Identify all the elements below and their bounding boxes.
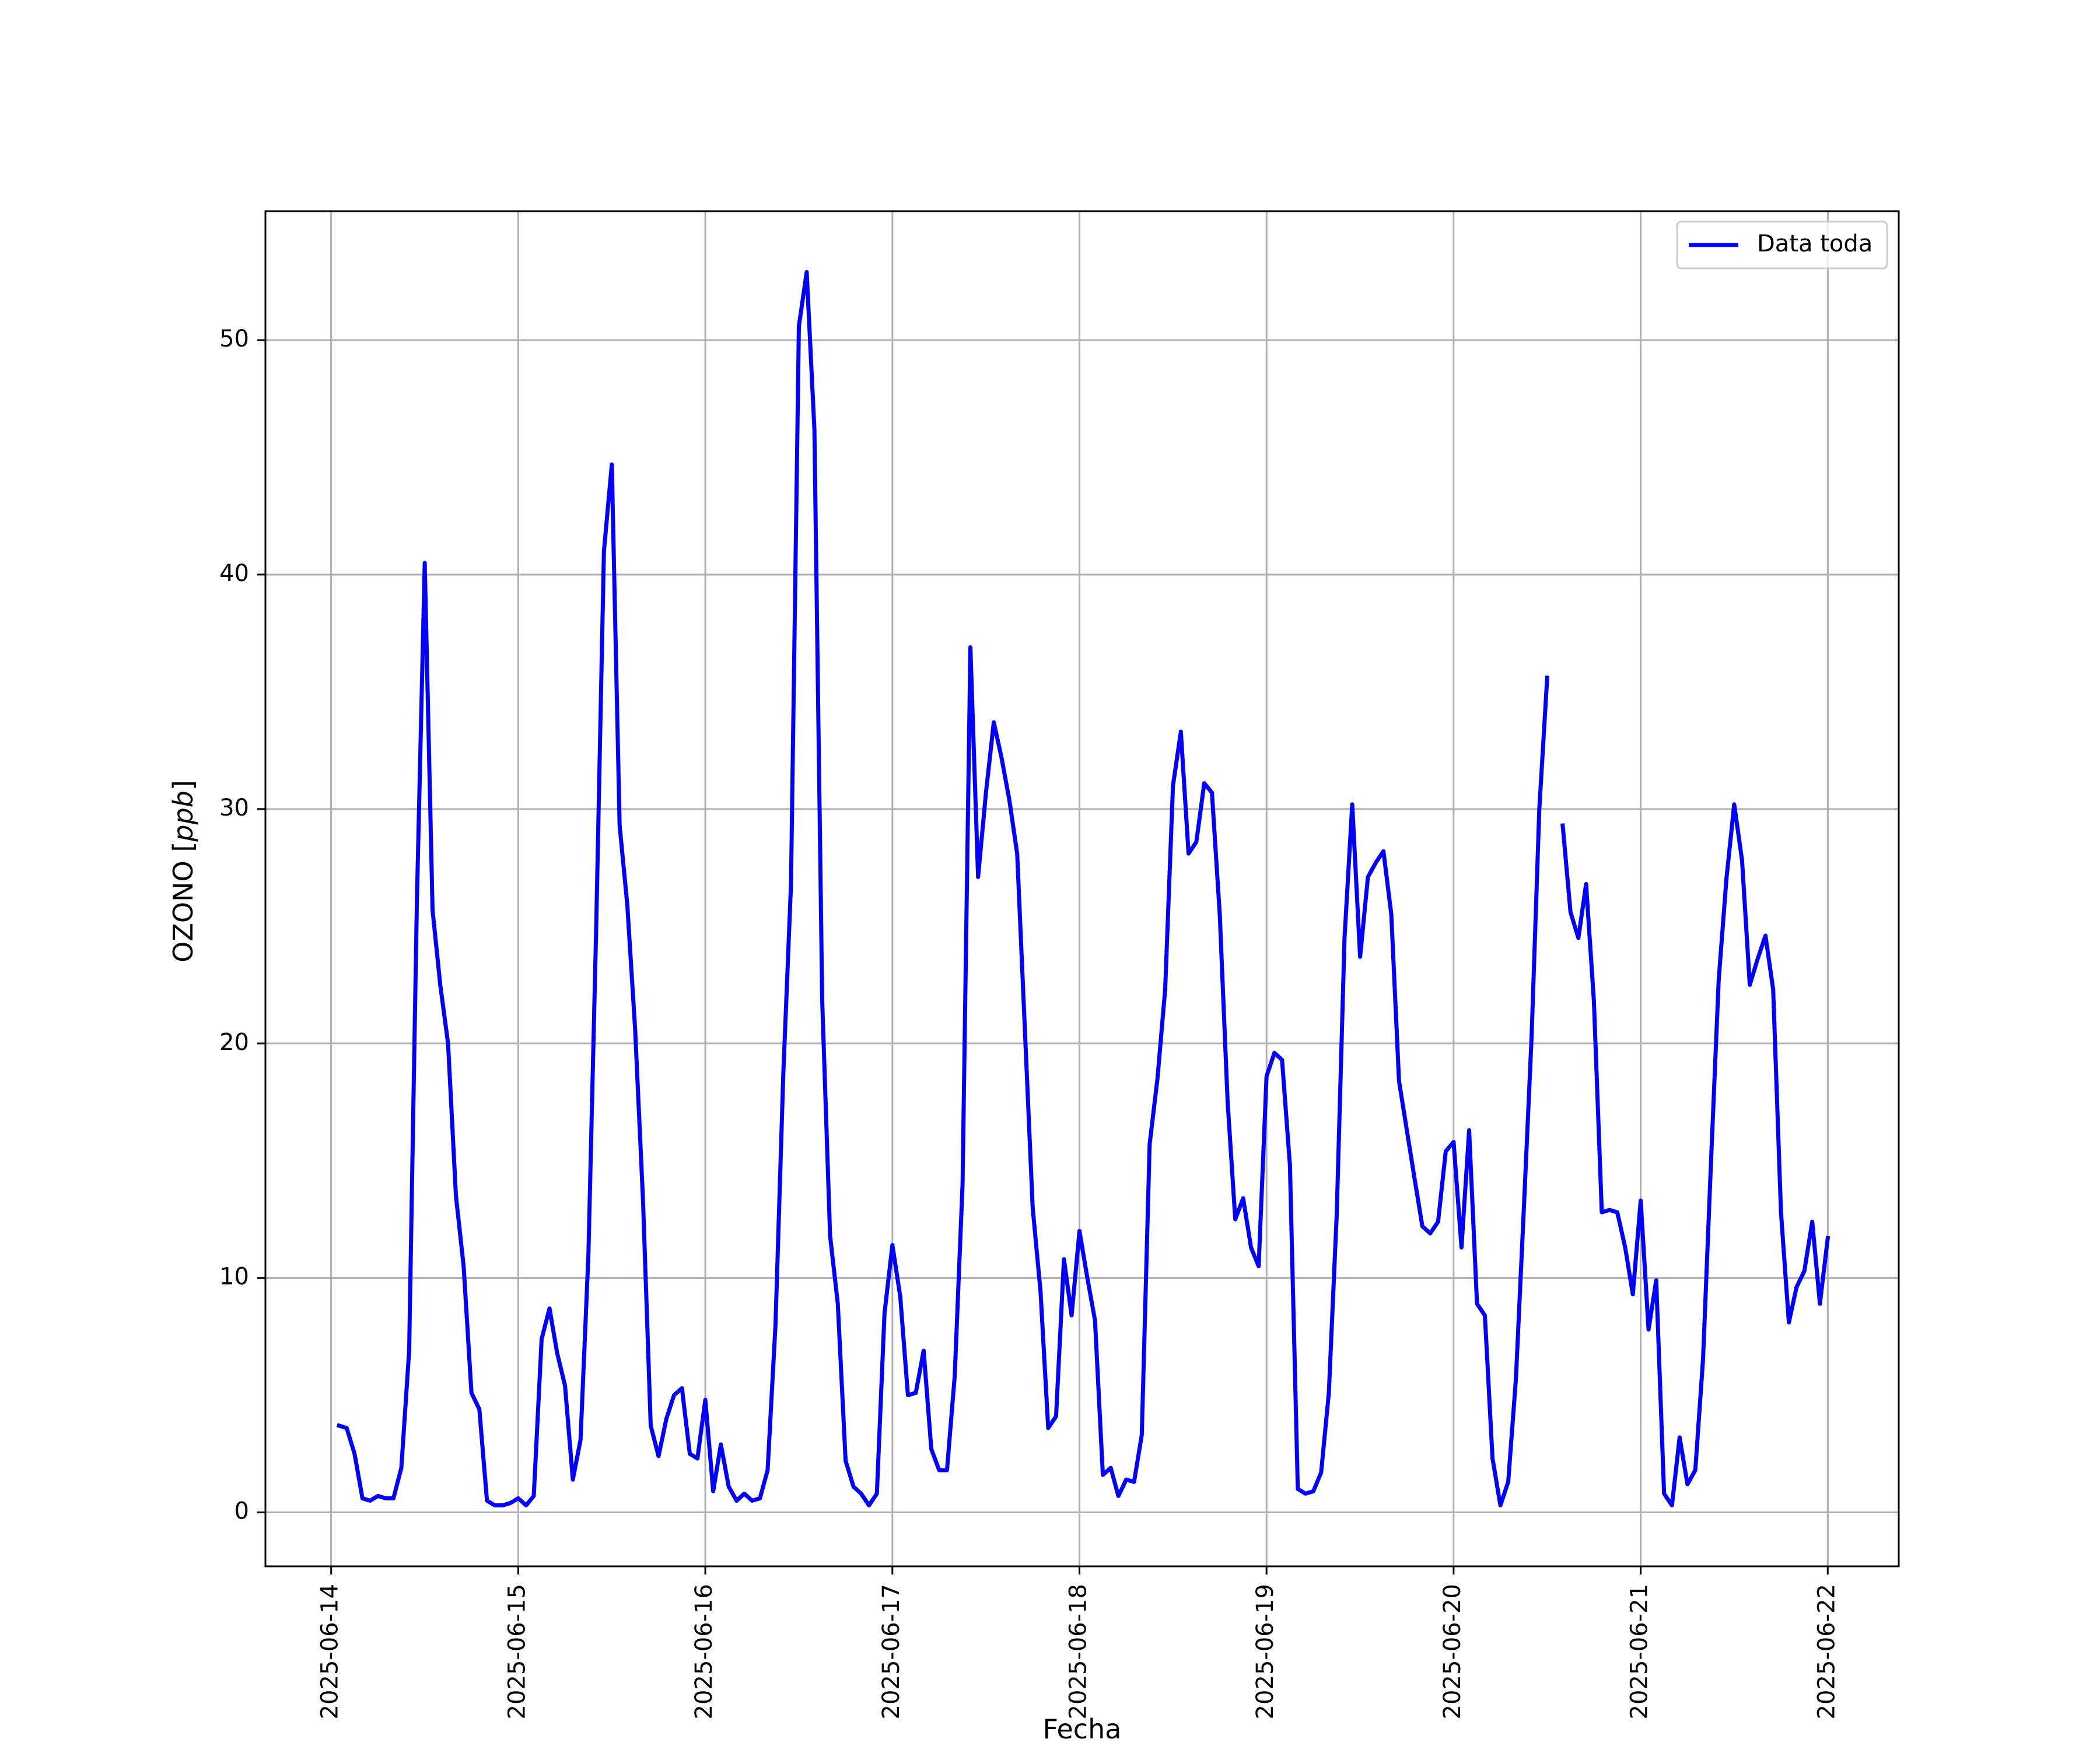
y-tick-label: 20 xyxy=(219,1029,249,1056)
y-axis: 0 10 20 30 40 50 xyxy=(219,326,265,1525)
x-tick-label: 2025-06-19 xyxy=(1252,1584,1279,1719)
series-line-data-toda xyxy=(336,270,1550,1507)
legend-entry-label: Data toda xyxy=(1757,230,1873,257)
x-tick-label: 2025-06-21 xyxy=(1626,1584,1653,1719)
y-tick-label: 50 xyxy=(219,326,249,352)
x-tick-label: 2025-06-14 xyxy=(317,1584,344,1719)
x-axis-label: Fecha xyxy=(1043,1713,1122,1745)
legend-box xyxy=(1676,221,1888,270)
y-axis-label: OZONO [ppb] xyxy=(167,780,199,963)
x-tick-label: 2025-06-18 xyxy=(1065,1584,1092,1719)
grid xyxy=(265,211,1899,1566)
x-tick-label: 2025-06-20 xyxy=(1439,1584,1466,1719)
x-tick-label: 2025-06-22 xyxy=(1813,1584,1840,1719)
y-tick-label: 30 xyxy=(219,795,249,821)
y-axis-label-suffix: ] xyxy=(167,780,199,790)
series-line-data-toda xyxy=(1560,802,1831,1507)
y-axis-label-prefix: OZONO [ xyxy=(167,842,199,963)
legend: Data toda xyxy=(1676,221,1888,270)
y-tick-label: 10 xyxy=(219,1264,249,1290)
y-axis-label-unit: ppb xyxy=(167,790,199,842)
x-tick-label: 2025-06-17 xyxy=(878,1584,905,1719)
x-tick-label: 2025-06-15 xyxy=(503,1584,530,1719)
y-tick-label: 40 xyxy=(219,560,249,587)
plot-area-frame xyxy=(264,210,1900,1567)
x-axis: 2025-06-14 2025-06-15 2025-06-16 2025-06-17… xyxy=(317,1566,1840,1719)
y-tick-label: 0 xyxy=(235,1498,249,1525)
series-layer xyxy=(336,270,1831,1507)
x-tick-label: 2025-06-16 xyxy=(691,1584,718,1719)
